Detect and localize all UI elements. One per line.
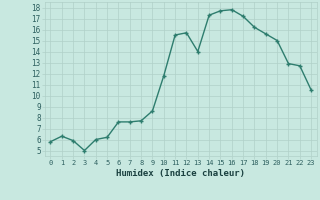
X-axis label: Humidex (Indice chaleur): Humidex (Indice chaleur) [116, 169, 245, 178]
